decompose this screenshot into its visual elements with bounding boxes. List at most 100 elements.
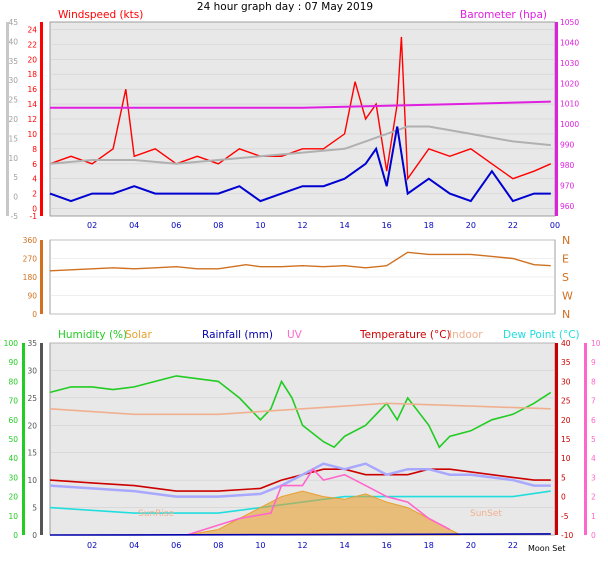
x-tick-label: 20 xyxy=(466,541,476,550)
wind-tick-label: 10 xyxy=(27,130,37,139)
series-humidity xyxy=(49,375,552,449)
temp-tick-label: 20 xyxy=(561,416,571,425)
legend-dewpoint: Dew Point (°C) xyxy=(503,329,580,341)
humidity-tick-label: 20 xyxy=(8,493,18,502)
baro-tick-label: 990 xyxy=(560,141,575,150)
wind-tick-label: 18 xyxy=(27,70,37,79)
graph-title: 24 hour graph day : 07 May 2019 xyxy=(197,1,373,13)
temp-tick-label: 35 xyxy=(561,358,571,367)
series-wind_blue xyxy=(49,126,551,203)
temp-tick-label: 15 xyxy=(561,435,571,444)
direction-tick-label: 180 xyxy=(23,273,38,282)
gust-tick-label: 5 xyxy=(13,173,18,182)
wind-tick-label: -1 xyxy=(30,212,38,221)
wind-tick-label: 20 xyxy=(27,55,37,64)
windspeed-label: Windspeed (kts) xyxy=(58,9,143,21)
uv-tick-label: 8 xyxy=(591,377,596,386)
humidity-tick-label: 10 xyxy=(8,512,18,521)
compass-label: E xyxy=(562,253,569,266)
x-tick-label: 18 xyxy=(424,221,434,230)
moonset-label: Moon Set xyxy=(528,544,565,553)
wind-tick-label: 24 xyxy=(27,25,37,34)
uv-tick-label: 6 xyxy=(591,416,596,425)
uv-tick-label: 3 xyxy=(591,473,596,482)
x-tick-label: 14 xyxy=(339,221,349,230)
direction-tick-label: 90 xyxy=(27,292,37,301)
series-baro xyxy=(50,100,551,109)
series-rain xyxy=(49,533,551,536)
humidity-tick-label: 0 xyxy=(13,531,18,540)
series-dir xyxy=(49,251,551,272)
x-tick-label: 14 xyxy=(339,541,349,550)
x-tick-label: 00 xyxy=(550,221,560,230)
sunset-label: SunSet xyxy=(470,509,502,519)
temp-tick-label: 0 xyxy=(561,493,566,502)
gust-tick-label: 35 xyxy=(8,57,18,66)
uv-tick-label: 0 xyxy=(591,531,596,540)
x-tick-label: 22 xyxy=(508,221,518,230)
x-tick-label: 20 xyxy=(466,221,476,230)
x-tick-label: 10 xyxy=(255,541,265,550)
compass-label: N xyxy=(562,308,570,321)
x-tick-label: 18 xyxy=(424,541,434,550)
x-tick-label: 02 xyxy=(87,221,97,230)
temp-tick-label: -10 xyxy=(561,531,573,540)
gust-tick-label: 0 xyxy=(13,193,18,202)
x-tick-label: 22 xyxy=(508,541,518,550)
gust-tick-label: 10 xyxy=(8,154,18,163)
compass-label: W xyxy=(562,290,573,303)
wind-tick-label: 0 xyxy=(32,205,37,214)
wind-tick-label: 22 xyxy=(27,40,37,49)
uv-tick-label: 10 xyxy=(591,339,601,348)
temp-tick-label: 10 xyxy=(561,454,571,463)
compass-label: S xyxy=(562,271,569,284)
gust-tick-label: 40 xyxy=(8,37,18,46)
x-tick-label: 10 xyxy=(255,221,265,230)
x-tick-label: 12 xyxy=(297,541,307,550)
temp-tick-label: 30 xyxy=(561,377,571,386)
wind-tick-label: 8 xyxy=(32,145,37,154)
series-uv xyxy=(186,467,451,536)
direction-tick-label: 360 xyxy=(23,236,38,245)
uv-tick-label: 4 xyxy=(591,454,596,463)
baro-tick-label: 1050 xyxy=(560,18,579,27)
baro-tick-label: 980 xyxy=(560,161,575,170)
temp-tick-label: 25 xyxy=(561,397,571,406)
legend-rainfall: Rainfall (mm) xyxy=(202,329,273,341)
solar-tick-label: 20 xyxy=(27,421,37,430)
solar-tick-label: 0 xyxy=(32,531,37,540)
humidity-tick-label: 70 xyxy=(8,397,18,406)
legend-solar: Solar xyxy=(125,329,152,341)
temp-tick-label: -5 xyxy=(561,512,569,521)
uv-tick-label: 9 xyxy=(591,358,596,367)
temp-tick-label: 40 xyxy=(561,339,571,348)
solar-tick-label: 30 xyxy=(27,366,37,375)
baro-tick-label: 1000 xyxy=(560,120,579,129)
gust-tick-label: 15 xyxy=(8,134,18,143)
wind-tick-label: 4 xyxy=(32,175,37,184)
baro-tick-label: 960 xyxy=(560,202,575,211)
gust-tick-label: 30 xyxy=(8,76,18,85)
humidity-tick-label: 90 xyxy=(8,358,18,367)
direction-tick-label: 0 xyxy=(32,310,37,319)
humidity-tick-label: 80 xyxy=(8,377,18,386)
solar-tick-label: 10 xyxy=(27,476,37,485)
uv-tick-label: 5 xyxy=(591,435,596,444)
gust-tick-label: -5 xyxy=(11,212,19,221)
baro-tick-label: 1020 xyxy=(560,79,579,88)
x-tick-label: 16 xyxy=(382,541,392,550)
legend-temperature: Temperature (°C) xyxy=(359,329,451,341)
x-tick-label: 16 xyxy=(382,221,392,230)
gust-tick-label: 25 xyxy=(8,96,18,105)
series-temp xyxy=(49,468,551,492)
series-wind xyxy=(49,36,552,181)
solar-tick-label: 35 xyxy=(27,339,37,348)
wind-tick-label: 2 xyxy=(32,190,37,199)
x-tick-label: 06 xyxy=(171,541,181,550)
legend-humidity: Humidity (%) xyxy=(58,329,127,341)
legend-indoor: Indoor xyxy=(449,329,483,341)
uv-tick-label: 2 xyxy=(591,493,596,502)
series-gust_avg xyxy=(49,125,551,165)
x-tick-label: 06 xyxy=(171,221,181,230)
